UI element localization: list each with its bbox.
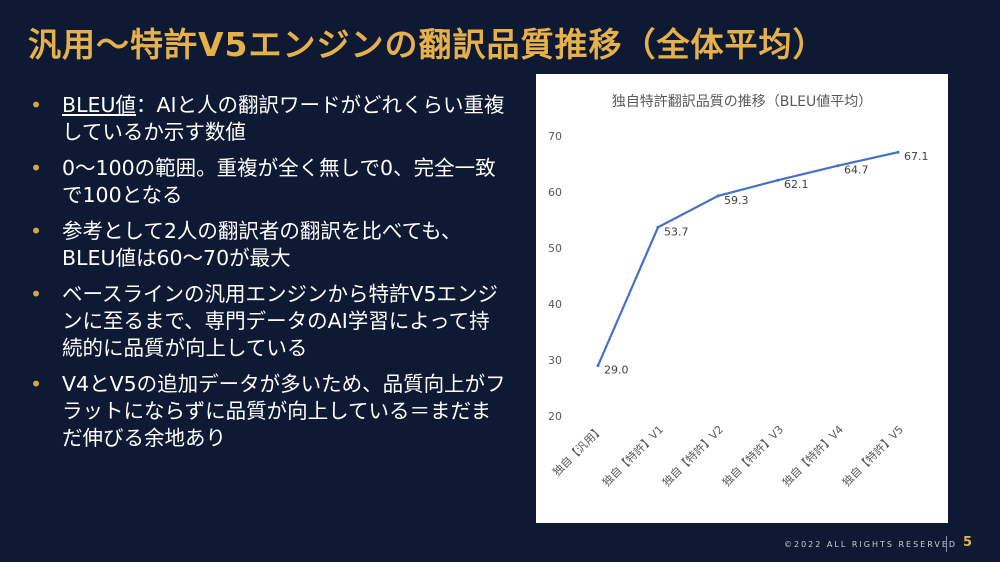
bullet-item: • ベースラインの汎用エンジンから特許V5エンジンに至るまで、専門データのAI学習…: [30, 281, 510, 362]
bullet-list: • BLEU値：AIと人の翻訳ワードがどれくらい重複しているか示す数値 • 0〜10…: [30, 92, 510, 461]
bullet-text: 参考として2人の翻訳者の翻訳を比べても、BLEU値は60〜70が最大: [62, 219, 462, 270]
copyright-footer: ©2022 ALL RIGHTS RESERVED: [784, 540, 958, 549]
x-tick-label: 独自【特許】V2: [659, 422, 726, 489]
bullet-text: ：AIと人の翻訳ワードがどれくらい重複しているか示す数値: [62, 93, 505, 144]
bleu-term: BLEU値: [62, 93, 136, 117]
bullet-text: 0〜100の範囲。重複が全く無しで0、完全一致で100となる: [62, 156, 496, 207]
bullet-dot-icon: •: [30, 93, 43, 117]
x-tick-label: 独自【特許】V1: [599, 422, 666, 489]
data-label: 29.0: [604, 364, 629, 377]
data-label: 53.7: [664, 225, 689, 238]
chart-svg: 独自特許翻訳品質の推移（BLEU値平均） 20 30 40 50 60 70 29.0 53.…: [548, 94, 929, 489]
data-label: 59.3: [724, 194, 749, 207]
bullet-item: • 0〜100の範囲。重複が全く無しで0、完全一致で100となる: [30, 155, 510, 209]
y-tick-label: 20: [548, 410, 562, 423]
data-label: 67.1: [904, 150, 929, 163]
bullet-dot-icon: •: [30, 156, 43, 180]
y-tick-label: 40: [548, 298, 562, 311]
y-tick-label: 50: [548, 242, 562, 255]
bullet-item: • BLEU値：AIと人の翻訳ワードがどれくらい重複しているか示す数値: [30, 92, 510, 146]
footer-divider: [946, 536, 947, 552]
data-point: [596, 364, 600, 368]
y-tick-label: 30: [548, 354, 562, 367]
data-point: [656, 225, 660, 229]
chart-title: 独自特許翻訳品質の推移（BLEU値平均）: [612, 94, 873, 110]
page-number: 5: [963, 535, 973, 550]
data-point: [896, 150, 900, 154]
series-line: [596, 151, 899, 367]
x-tick-label: 独自【特許】V4: [779, 422, 846, 489]
bleu-line-chart: 独自特許翻訳品質の推移（BLEU値平均） 20 30 40 50 60 70 29.0 53.…: [536, 74, 948, 523]
x-tick-label: 独自【特許】V5: [839, 422, 906, 489]
x-tick-label: 独自【汎用】: [550, 422, 607, 479]
bullet-item: • V4とV5の追加データが多いため、品質向上がフラットにならずに品質が向上してい…: [30, 371, 510, 452]
bullet-item: • 参考として2人の翻訳者の翻訳を比べても、BLEU値は60〜70が最大: [30, 218, 510, 272]
y-tick-label: 70: [548, 130, 562, 143]
bullet-dot-icon: •: [30, 219, 43, 243]
bullet-text: ベースラインの汎用エンジンから特許V5エンジンに至るまで、専門データのAI学習に…: [62, 282, 499, 360]
data-point: [836, 164, 840, 168]
x-tick-label: 独自【特許】V3: [719, 422, 786, 489]
slide-title: 汎用〜特許V5エンジンの翻訳品質推移（全体平均）: [28, 25, 827, 64]
data-label: 64.7: [844, 164, 869, 177]
bullet-dot-icon: •: [30, 372, 43, 396]
data-label: 62.1: [784, 178, 809, 191]
data-point: [776, 178, 780, 182]
bullet-text: V4とV5の追加データが多いため、品質向上がフラットにならずに品質が向上している…: [62, 372, 506, 450]
data-point: [716, 194, 720, 198]
y-tick-label: 60: [548, 186, 562, 199]
bullet-dot-icon: •: [30, 282, 43, 306]
